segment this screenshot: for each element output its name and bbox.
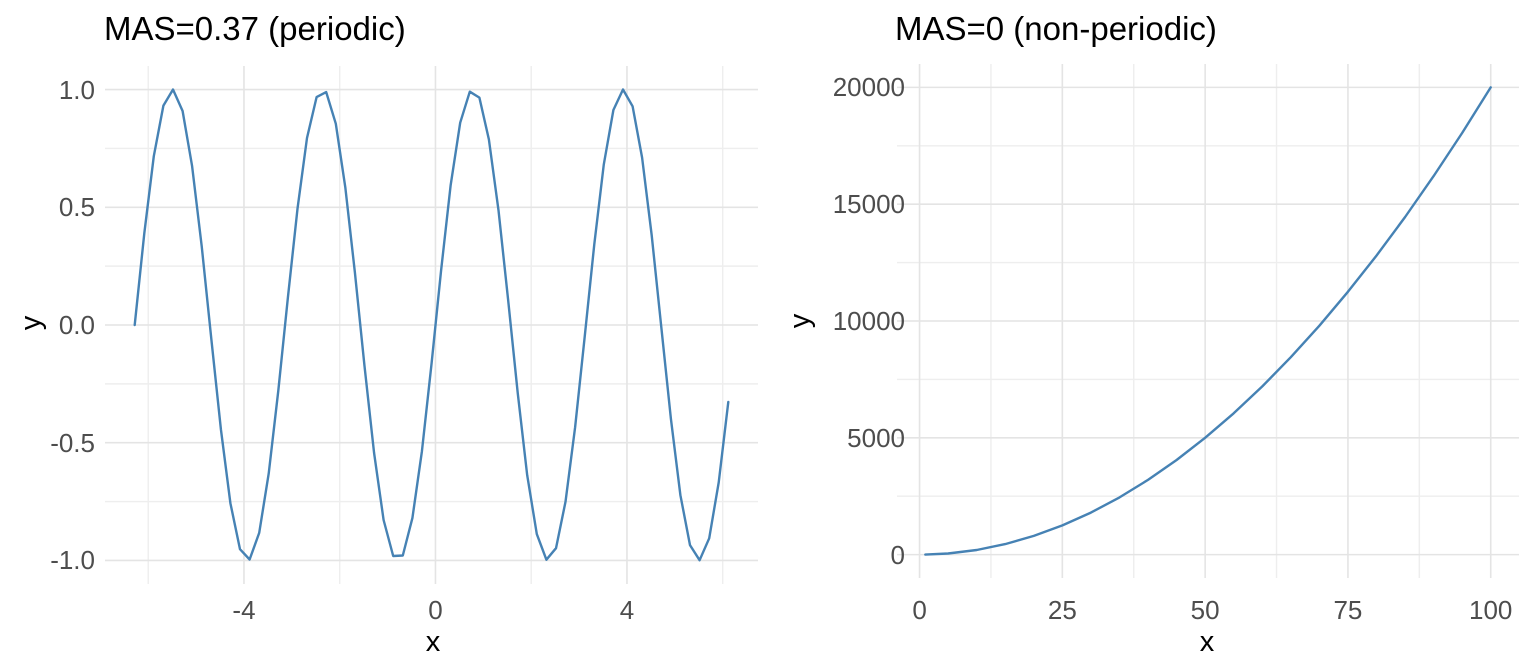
y-tick-label: 0: [890, 539, 905, 570]
right-x-axis-title: x: [1199, 626, 1215, 658]
right-plot-title: MAS=0 (non-periodic): [895, 10, 1217, 47]
series-line: [133, 88, 730, 562]
x-tick-label: -4: [232, 595, 256, 625]
y-tick-label: 15000: [832, 189, 905, 220]
y-tick-label: -1.0: [50, 545, 95, 576]
x-tick-label: 0: [428, 595, 443, 625]
y-tick-label: -0.5: [50, 427, 95, 458]
y-tick-label: 10000: [832, 306, 905, 336]
x-tick-label: 100: [1469, 595, 1513, 625]
x-tick-label: 0: [912, 595, 927, 625]
left-plot-title: MAS=0.37 (periodic): [104, 10, 406, 47]
y-tick-label: 0.0: [58, 310, 95, 340]
right-panel: [897, 64, 1519, 578]
y-tick-label: 1.0: [58, 74, 95, 105]
x-tick-label: 50: [1190, 595, 1220, 625]
y-tick-label: 20000: [832, 72, 905, 103]
x-tick-label: 75: [1333, 595, 1363, 625]
y-tick-label: 5000: [847, 422, 905, 453]
x-tick-label: 4: [619, 595, 635, 625]
y-tick-label: 0.5: [58, 192, 95, 223]
x-tick-label: 25: [1047, 595, 1077, 625]
series-line: [924, 86, 1492, 556]
left-panel: [105, 66, 758, 584]
left-x-axis-title: x: [425, 626, 441, 658]
